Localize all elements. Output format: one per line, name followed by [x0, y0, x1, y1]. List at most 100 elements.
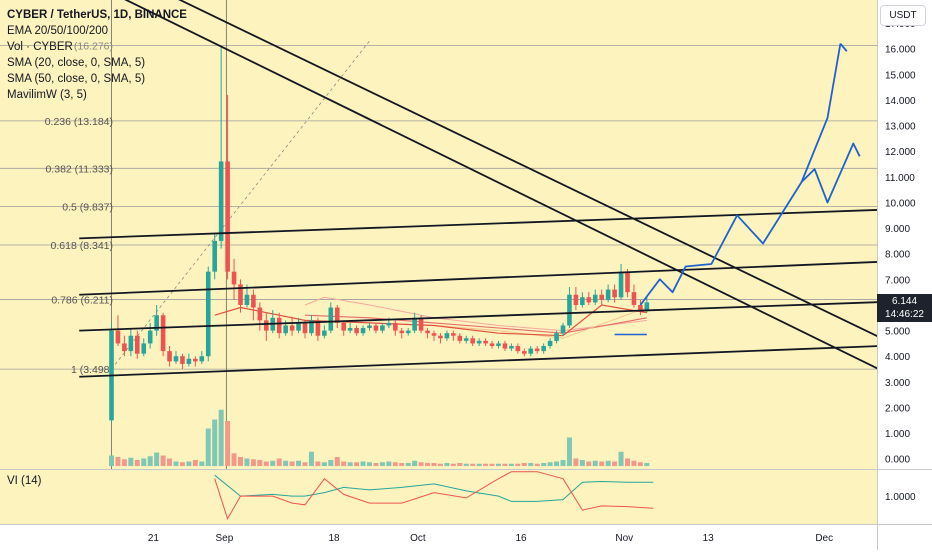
currency-button[interactable]: USDT [880, 5, 926, 26]
price-tick-label: 15.000 [885, 70, 916, 81]
mavilim-indicator-label[interactable]: MavilimW (3, 5) [7, 89, 87, 101]
candle-body [199, 356, 205, 362]
candle-body [560, 325, 566, 334]
candle-body [405, 330, 411, 334]
main-plot-group: 0.236 (13.184) 0.382 (11.333) 0.5 (9.837) 0… [0, 0, 877, 469]
volume-bar [605, 460, 611, 466]
candle-body [554, 333, 559, 341]
volume-bar [109, 455, 114, 466]
volume-bar [592, 460, 598, 466]
volume-bar [289, 461, 295, 466]
candle-body [451, 333, 456, 336]
candle-body [328, 307, 334, 331]
volume-bar [457, 463, 463, 466]
volume-bar [218, 409, 224, 466]
vi-plot-group [214, 471, 654, 521]
volume-bar [128, 457, 134, 466]
price-tick-label: 9.000 [885, 224, 910, 235]
ema-indicator-label[interactable]: EMA 20/50/100/200 [7, 25, 109, 37]
candle-body [360, 328, 366, 334]
candle-body [638, 304, 643, 311]
time-tick-label: 16 [516, 533, 528, 544]
price-tick-label: 0.000 [885, 455, 910, 466]
vi-tick-label: 1.0000 [885, 492, 916, 503]
volume-indicator-label[interactable]: Vol · CYBER [7, 41, 73, 53]
volume-bar [502, 463, 508, 466]
price-scale-background [877, 0, 932, 550]
volume-bar [250, 459, 256, 466]
sma50-indicator-label[interactable]: SMA (50, close, 0, SMA, 5) [7, 73, 146, 85]
price-tick-label: 11.000 [885, 173, 915, 184]
symbol-title[interactable]: CYBER / TetherUS, 1D, BINANCE [7, 9, 187, 21]
time-tick-label: Dec [815, 533, 833, 544]
candle-body [431, 333, 437, 336]
candle-body [302, 322, 308, 334]
candle-body [354, 328, 359, 334]
sma20-indicator-label[interactable]: SMA (20, close, 0, SMA, 5) [7, 57, 146, 69]
volume-bar [444, 463, 450, 466]
volume-bar [263, 461, 269, 466]
volume-bar [528, 463, 534, 466]
candle-body [463, 338, 469, 341]
time-tick-label: 13 [703, 533, 715, 544]
candle-body [373, 325, 379, 331]
volume-bar [386, 461, 392, 466]
time-tick-label: 18 [328, 533, 340, 544]
candle-body [154, 315, 159, 331]
volume-bar [315, 461, 321, 466]
candle-body [380, 325, 385, 331]
candle-body [470, 338, 475, 344]
price-tick-label: 1.000 [885, 429, 910, 440]
volume-bar [121, 459, 127, 466]
candle-body [644, 302, 650, 311]
candle-body [180, 356, 185, 364]
candle-body [186, 358, 192, 364]
candle-body [612, 289, 617, 298]
time-tick-label: Oct [410, 533, 426, 544]
time-tick-label: Sep [215, 533, 233, 544]
candle-body [264, 320, 269, 331]
fib-level-label: 0.618 (8.341) [51, 240, 113, 252]
candle-body [225, 161, 230, 272]
candle-body [309, 320, 314, 334]
candle-body [257, 307, 263, 321]
candle-body [251, 294, 256, 308]
price-tick-label: 14.000 [885, 96, 916, 107]
volume-bar [450, 463, 456, 466]
volume-bar [147, 456, 153, 466]
volume-bar [470, 463, 476, 466]
volume-bar [373, 463, 379, 466]
volume-bar [192, 460, 198, 466]
volume-bar [173, 461, 179, 466]
volume-bar [463, 463, 469, 466]
volume-bar [508, 463, 514, 466]
volume-bar [270, 460, 276, 466]
candle-body [502, 343, 508, 349]
volume-bar [160, 455, 166, 466]
volume-bar [179, 462, 185, 466]
vi-indicator-label[interactable]: VI (14) [7, 475, 42, 487]
candle-body [586, 297, 592, 303]
candle-body [128, 335, 134, 352]
price-tick-label: 8.000 [885, 250, 910, 261]
price-tick-label: 4.000 [885, 352, 910, 363]
volume-bar [476, 463, 482, 466]
volume-bar [631, 460, 637, 466]
candle-body [444, 333, 450, 339]
candle-body [425, 330, 430, 334]
trendline [79, 261, 877, 296]
candle-body [457, 335, 463, 341]
volume-bar [405, 463, 411, 466]
volume-bar [399, 463, 405, 466]
volume-bar [586, 461, 592, 466]
candle-body [599, 294, 604, 300]
candle-body [399, 330, 405, 334]
volume-bar [496, 463, 501, 466]
candle-body [289, 325, 295, 331]
candle-body [547, 340, 553, 346]
volume-bar [579, 460, 585, 466]
price-tick-label: 16.000 [885, 45, 916, 56]
candle-body [483, 340, 488, 344]
